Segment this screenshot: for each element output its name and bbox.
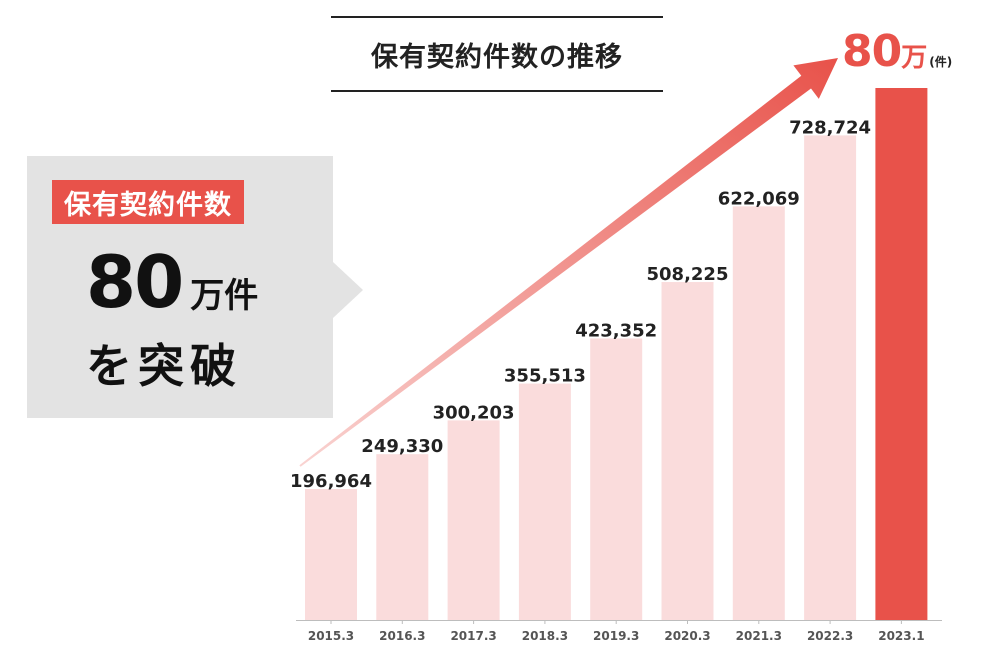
x-tick-label: 2015.3 <box>308 629 354 643</box>
bar-2016.3 <box>376 454 429 620</box>
callout-pointer <box>333 262 363 318</box>
bar-2018.3 <box>518 383 571 620</box>
bar-2023.1 <box>875 88 928 620</box>
highlight-suffix: (件) <box>929 55 953 69</box>
x-tick-label: 2016.3 <box>379 629 425 643</box>
callout-tag: 保有契約件数 <box>52 180 244 224</box>
x-tick-label: 2020.3 <box>664 629 710 643</box>
bar-2021.3 <box>732 206 785 621</box>
x-tick-label: 2022.3 <box>807 629 853 643</box>
chart-title-box: 保有契約件数の推移 <box>331 16 663 92</box>
data-label: 300,203 <box>433 402 515 423</box>
data-label: 196,964 <box>290 471 372 492</box>
callout-subtext: を突破 <box>86 339 242 393</box>
highlight-value-label: 80万 (件) <box>842 26 952 77</box>
trend-arrow <box>299 58 838 467</box>
bar-2017.3 <box>447 420 500 620</box>
data-label: 249,330 <box>361 436 443 457</box>
x-tick-label: 2017.3 <box>450 629 496 643</box>
bar-2022.3 <box>804 135 857 620</box>
data-label: 622,069 <box>718 188 800 209</box>
x-tick-label: 2018.3 <box>522 629 568 643</box>
data-label: 728,724 <box>789 117 871 138</box>
chart-title: 保有契約件数の推移 <box>371 41 623 73</box>
highlight-value: 80 <box>842 26 902 77</box>
data-label: 508,225 <box>647 264 729 285</box>
bar-2015.3 <box>305 489 357 620</box>
data-label: 423,352 <box>575 320 657 341</box>
highlight-unit: 万 <box>901 43 928 73</box>
x-tick-label: 2019.3 <box>593 629 639 643</box>
data-label: 355,513 <box>504 366 586 387</box>
callout-headline: 80 万件 <box>86 242 258 322</box>
bar-2019.3 <box>590 338 643 620</box>
callout-number: 80 <box>86 240 184 324</box>
x-tick-label: 2023.1 <box>878 629 924 643</box>
x-tick-label: 2021.3 <box>736 629 782 643</box>
callout-unit: 万件 <box>190 276 259 316</box>
bar-2020.3 <box>661 282 714 620</box>
